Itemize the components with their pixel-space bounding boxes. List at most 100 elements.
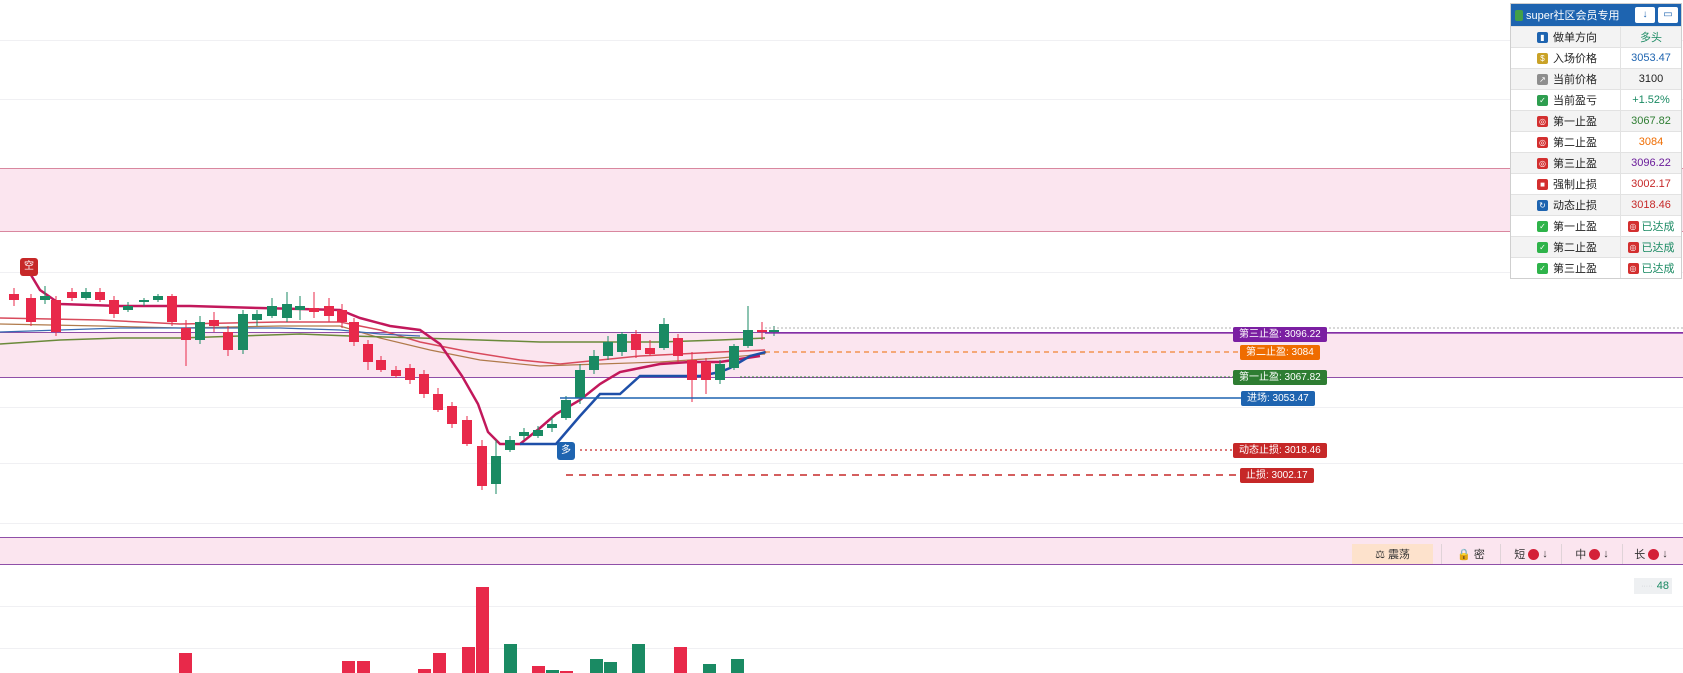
volume-bar xyxy=(532,666,545,673)
volume-bar xyxy=(703,664,716,673)
candle-body xyxy=(51,300,61,332)
candle-body xyxy=(209,320,219,326)
panel-row-label: ↻ 动态止损 xyxy=(1511,195,1621,215)
tp2-price-tag: 第二止盈: 3084 xyxy=(1240,345,1320,360)
candle-body xyxy=(252,314,262,320)
mid-term-button[interactable]: 中 ↓ xyxy=(1561,544,1622,564)
target-icon: ◎ xyxy=(1537,136,1548,148)
candle-body xyxy=(267,306,277,316)
panel-row: ◎ 第二止盈 3084 xyxy=(1511,131,1681,152)
candle-body xyxy=(447,406,457,424)
short-trail-line xyxy=(26,269,761,446)
candle-body xyxy=(181,328,191,340)
panel-row-value-text: +1.52% xyxy=(1632,94,1670,106)
candle-body xyxy=(477,446,487,486)
panel-row-label: ✓ 第一止盈 xyxy=(1511,216,1621,236)
red-dot-icon xyxy=(1589,548,1601,560)
tp1-price-tag: 第一止盈: 3067.82 xyxy=(1233,370,1327,385)
check-icon: ✓ xyxy=(1537,220,1548,232)
range-button[interactable]: ⚖ 震荡 xyxy=(1352,544,1433,564)
panel-row-value-text: 3096.22 xyxy=(1631,157,1671,169)
lock-button[interactable]: 🔒 密 xyxy=(1441,544,1500,564)
panel-row-label-text: 入场价格 xyxy=(1553,53,1597,65)
panel-row-label-text: 动态止损 xyxy=(1553,200,1597,212)
panel-row: ▮ 做单方向 多头 xyxy=(1511,26,1681,47)
volume-bar xyxy=(418,669,431,673)
target-icon: ◎ xyxy=(1627,220,1639,232)
panel-row-label-text: 第一止盈 xyxy=(1553,221,1597,233)
candle-body xyxy=(324,306,334,316)
panel-row: ↗ 当前价格 3100 xyxy=(1511,68,1681,89)
candle-body xyxy=(769,330,779,332)
volume-bar xyxy=(590,659,603,673)
short-signal-marker[interactable]: 空 xyxy=(20,258,38,276)
grid-line xyxy=(0,407,1683,408)
candle-body xyxy=(123,306,133,310)
volume-badge-value: 48 xyxy=(1656,580,1669,592)
volume-bar xyxy=(560,671,573,673)
candle-body xyxy=(419,374,429,394)
candle-body xyxy=(363,344,373,362)
panel-row-label: ▮ 做单方向 xyxy=(1511,27,1621,47)
panel-row-label: ■ 强制止损 xyxy=(1511,174,1621,194)
candle-body xyxy=(238,314,248,350)
bar-chart-icon: ▮ xyxy=(1537,31,1548,43)
panel-row-label-text: 强制止损 xyxy=(1553,179,1597,191)
panel-row-value-text: 3053.47 xyxy=(1631,52,1671,64)
short-term-button[interactable]: 短 ↓ xyxy=(1500,544,1561,564)
long-signal-marker[interactable]: 多 xyxy=(557,442,575,460)
short-term-label: 短 xyxy=(1514,549,1526,561)
candle-body xyxy=(391,370,401,376)
panel-row-value: 3084 xyxy=(1621,132,1681,152)
panel-row: ■ 强制止损 3002.17 xyxy=(1511,173,1681,194)
candle-body xyxy=(109,300,119,314)
grid-line xyxy=(0,463,1683,464)
volume-bar xyxy=(433,653,446,673)
candle-body xyxy=(295,306,305,310)
panel-row: ◎ 第三止盈 3096.22 xyxy=(1511,152,1681,173)
target-icon: ◎ xyxy=(1627,241,1639,253)
long-trail-line xyxy=(520,350,767,446)
window-toggle-button[interactable]: ▭ xyxy=(1658,7,1678,23)
dynamic-stop-price-tag: 动态止损: 3018.46 xyxy=(1233,443,1327,458)
candle-body xyxy=(687,360,697,380)
long-term-button[interactable]: 长 ↓ xyxy=(1622,544,1679,564)
candle-body xyxy=(405,368,415,380)
panel-row-value: ◎ 已达成 xyxy=(1621,237,1681,257)
candle-body xyxy=(95,292,105,300)
panel-row-value-text: 已达成 xyxy=(1641,263,1675,275)
panel-row: ✓ 当前盈亏 +1.52% xyxy=(1511,89,1681,110)
money-bag-icon: $ xyxy=(1537,52,1548,64)
volume-badge: ····· 48 xyxy=(1634,578,1672,594)
candle-body xyxy=(575,370,585,398)
check-icon: ✓ xyxy=(1537,262,1548,274)
panel-row-value-text: 3018.46 xyxy=(1631,199,1671,211)
panel-row-value-text: 3084 xyxy=(1638,136,1664,148)
refresh-icon: ↻ xyxy=(1537,199,1548,211)
check-icon: ✓ xyxy=(1537,241,1548,253)
panel-row-value-text: 已达成 xyxy=(1641,221,1675,233)
panel-row-label-text: 当前盈亏 xyxy=(1553,95,1597,107)
candle-body xyxy=(547,424,557,428)
panel-row-label: ✓ 第三止盈 xyxy=(1511,258,1621,278)
grid-line xyxy=(0,40,1683,41)
volume-bar xyxy=(632,644,645,673)
download-button[interactable]: ↓ xyxy=(1635,7,1655,23)
volume-bar xyxy=(546,670,559,673)
balance-icon: ⚖ xyxy=(1375,548,1385,561)
red-dot-icon xyxy=(1528,548,1540,560)
panel-row: ↻ 动态止损 3018.46 xyxy=(1511,194,1681,215)
candle-body xyxy=(349,322,359,342)
candle-body xyxy=(153,296,163,300)
candle-body xyxy=(9,294,19,300)
volume-bar xyxy=(731,659,744,673)
panel-row-value: 3100 xyxy=(1621,69,1681,89)
panel-row-label: ✓ 第二止盈 xyxy=(1511,237,1621,257)
flag-icon xyxy=(1515,9,1523,21)
tp3-price-tag: 第三止盈: 3096.22 xyxy=(1233,327,1327,342)
candle-body xyxy=(67,292,77,298)
panel-row-label-text: 第二止盈 xyxy=(1553,137,1597,149)
candle-body xyxy=(561,400,571,418)
panel-row-value: 3096.22 xyxy=(1621,153,1681,173)
